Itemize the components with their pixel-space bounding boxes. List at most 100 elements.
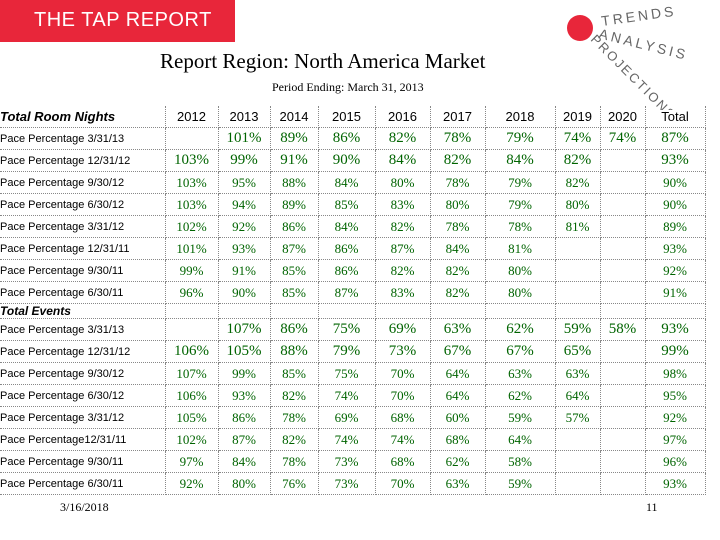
value-cell: 98%	[645, 362, 706, 385]
value-cell: 92%	[645, 406, 706, 429]
value-cell: 99%	[645, 340, 706, 363]
value-cell: 101%	[218, 127, 271, 150]
value-cell: 92%	[165, 472, 219, 495]
row-label: Pace Percentage 3/31/12	[0, 406, 166, 429]
value-cell: 105%	[165, 406, 219, 429]
table-row: Pace Percentage 3/31/12 105% 86% 78% 69% 68% 6…	[0, 406, 706, 429]
value-cell: 99%	[218, 362, 271, 385]
table-row: Pace Percentage 3/31/12 102% 92% 86% 84% 82% 7…	[0, 215, 706, 238]
row-label: Pace Percentage 12/31/12	[0, 149, 166, 172]
row-label: Pace Percentage 3/31/13	[0, 318, 166, 341]
value-cell	[600, 171, 646, 194]
value-cell: 97%	[645, 428, 706, 451]
value-cell: 73%	[375, 340, 431, 363]
value-cell: 62%	[430, 450, 486, 473]
value-cell: 94%	[218, 193, 271, 216]
value-cell: 91%	[645, 281, 706, 304]
value-cell	[165, 318, 219, 341]
section-title: Total Events	[0, 303, 166, 319]
row-label: Pace Percentage 6/30/12	[0, 384, 166, 407]
value-cell: 90%	[645, 193, 706, 216]
row-label: Pace Percentage 12/31/11	[0, 237, 166, 260]
page-number: 11	[646, 500, 658, 514]
value-cell	[165, 127, 219, 150]
value-cell: 80%	[485, 259, 556, 282]
value-cell: 85%	[270, 362, 319, 385]
header-cell	[645, 303, 706, 319]
value-cell: 102%	[165, 428, 219, 451]
value-cell: 93%	[218, 384, 271, 407]
value-cell	[555, 428, 601, 451]
brand: THE TAP REPORT	[34, 9, 212, 31]
column-header: 2020	[600, 106, 646, 128]
value-cell: 73%	[318, 472, 376, 495]
column-header: 2018	[485, 106, 556, 128]
value-cell	[600, 472, 646, 495]
value-cell: 67%	[430, 340, 486, 363]
column-header: 2015	[318, 106, 376, 128]
header-cell	[375, 303, 431, 319]
subtitle: Period Ending: March 31, 2013	[272, 80, 424, 94]
value-cell	[600, 428, 646, 451]
value-cell: 88%	[270, 340, 319, 363]
value-cell	[600, 215, 646, 238]
value-cell: 80%	[485, 281, 556, 304]
value-cell: 85%	[270, 281, 319, 304]
value-cell: 90%	[645, 171, 706, 194]
value-cell: 84%	[375, 149, 431, 172]
value-cell: 79%	[485, 171, 556, 194]
table-row: Pace Percentage 6/30/12 106% 93% 82% 74% 70% 6…	[0, 384, 706, 407]
value-cell: 105%	[218, 340, 271, 363]
header-cell	[218, 303, 271, 319]
value-cell: 59%	[485, 406, 556, 429]
table-row: Pace Percentage 6/30/11 92% 80% 76% 73% 70% 63…	[0, 472, 706, 495]
value-cell: 83%	[375, 193, 431, 216]
value-cell: 74%	[555, 127, 601, 150]
value-cell	[555, 472, 601, 495]
value-cell: 75%	[318, 362, 376, 385]
value-cell: 87%	[645, 127, 706, 150]
value-cell: 92%	[218, 215, 271, 238]
row-label: Pace Percentage12/31/11	[0, 428, 166, 451]
value-cell: 80%	[375, 171, 431, 194]
value-cell: 80%	[430, 193, 486, 216]
table-row: Pace Percentage 9/30/11 97% 84% 78% 73% 68% 62…	[0, 450, 706, 473]
value-cell: 95%	[218, 171, 271, 194]
value-cell	[600, 193, 646, 216]
value-cell: 58%	[485, 450, 556, 473]
value-cell	[600, 362, 646, 385]
value-cell: 78%	[270, 450, 319, 473]
table-row: Pace Percentage 6/30/12 103% 94% 89% 85% 83% 8…	[0, 193, 706, 216]
row-label: Pace Percentage 9/30/11	[0, 450, 166, 473]
value-cell: 75%	[318, 318, 376, 341]
table-row: Pace Percentage 9/30/12 107% 99% 85% 75% 70% 6…	[0, 362, 706, 385]
value-cell: 82%	[555, 149, 601, 172]
value-cell: 82%	[430, 259, 486, 282]
value-cell: 74%	[318, 428, 376, 451]
value-cell: 97%	[165, 450, 219, 473]
table-row: Pace Percentage 12/31/12 103% 99% 91% 90% 84%…	[0, 149, 706, 172]
row-label: Pace Percentage 9/30/12	[0, 362, 166, 385]
column-header: 2012	[165, 106, 219, 128]
value-cell: 103%	[165, 193, 219, 216]
logo-dot	[567, 15, 593, 41]
value-cell: 60%	[430, 406, 486, 429]
value-cell: 96%	[165, 281, 219, 304]
value-cell	[555, 450, 601, 473]
value-cell: 57%	[555, 406, 601, 429]
value-cell: 90%	[218, 281, 271, 304]
value-cell: 78%	[485, 215, 556, 238]
value-cell: 78%	[430, 127, 486, 150]
value-cell: 82%	[375, 127, 431, 150]
value-cell: 93%	[218, 237, 271, 260]
value-cell: 68%	[430, 428, 486, 451]
value-cell: 62%	[485, 318, 556, 341]
table-row: Pace Percentage12/31/11 102% 87% 82% 74% 74% 6…	[0, 428, 706, 451]
row-label: Pace Percentage 6/30/12	[0, 193, 166, 216]
header-cell	[430, 303, 486, 319]
table-row: Pace Percentage 9/30/11 99% 91% 85% 86% 82% 82…	[0, 259, 706, 282]
value-cell: 102%	[165, 215, 219, 238]
value-cell: 69%	[375, 318, 431, 341]
value-cell: 103%	[165, 171, 219, 194]
row-label: Pace Percentage 6/30/11	[0, 281, 166, 304]
